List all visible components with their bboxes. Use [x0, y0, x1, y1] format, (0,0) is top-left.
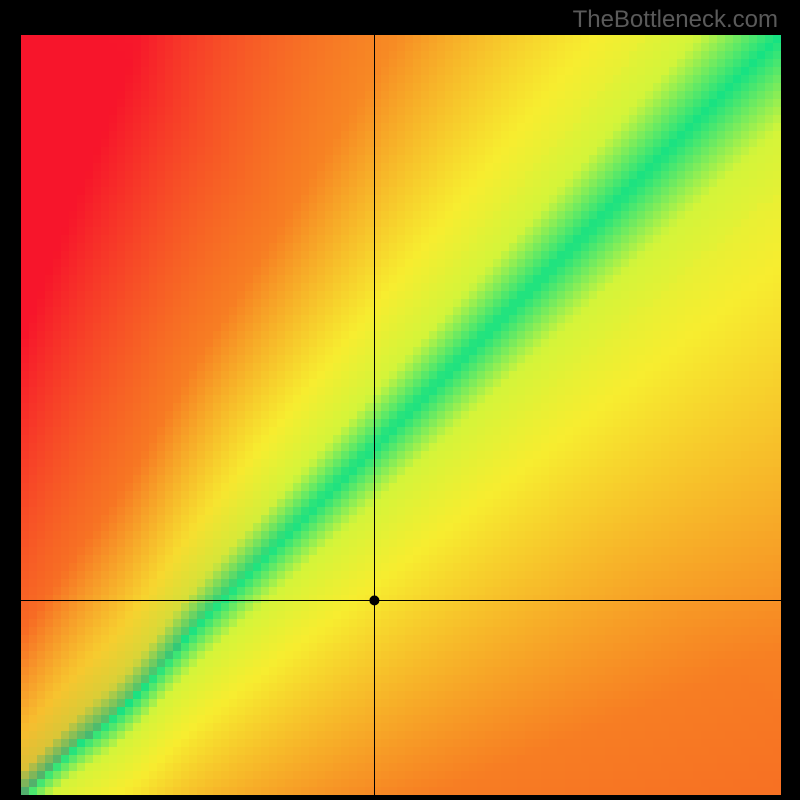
heatmap-canvas — [0, 0, 800, 800]
outer-frame: TheBottleneck.com — [0, 0, 800, 800]
watermark-text: TheBottleneck.com — [573, 6, 778, 34]
